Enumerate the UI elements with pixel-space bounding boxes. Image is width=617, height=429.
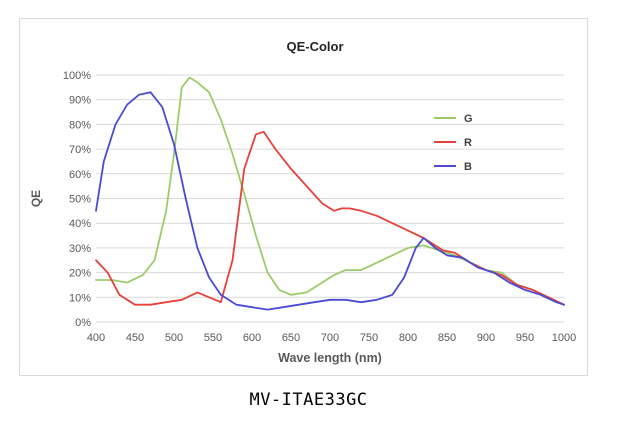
x-tick-label: 400: [87, 332, 105, 344]
legend-label-r: R: [464, 137, 472, 149]
x-tick-label: 800: [399, 332, 417, 344]
y-tick-label: 50%: [69, 194, 91, 206]
legend-label-g: G: [464, 113, 473, 125]
chart-title: QE-Color: [286, 39, 343, 54]
series-line-r: [95, 130, 565, 306]
series-line-g: [95, 76, 565, 306]
model-caption: MV-ITAE33GC: [249, 390, 368, 410]
y-tick-label: 0%: [75, 317, 91, 329]
y-tick-label: 20%: [69, 268, 91, 280]
y-tick-label: 10%: [69, 292, 91, 304]
x-tick-label: 1000: [552, 332, 576, 344]
y-tick-label: 60%: [69, 169, 91, 181]
y-tick-label: 70%: [69, 144, 91, 156]
legend-label-b: B: [464, 161, 472, 173]
qe-chart: 0% 10% 20% 30% 40% 50% 60% 70% 80% 90% 100% 400 450 5…: [29, 39, 576, 365]
y-tick-label: 100%: [63, 70, 91, 82]
y-axis-label: QE: [29, 190, 43, 207]
x-tick-label: 900: [477, 332, 495, 344]
y-tick-label: 40%: [69, 218, 91, 230]
y-tick-label: 90%: [69, 95, 91, 107]
chart-frame: 0% 10% 20% 30% 40% 50% 60% 70% 80% 90% 100% 400 450 5…: [19, 18, 588, 376]
x-tick-label: 850: [438, 332, 456, 344]
y-tick-label: 80%: [69, 119, 91, 131]
x-tick-label: 950: [516, 332, 534, 344]
x-tick-label: 600: [243, 332, 261, 344]
series-line-b: [95, 91, 565, 311]
x-tick-label: 550: [204, 332, 222, 344]
x-tick-label: 450: [126, 332, 144, 344]
x-tick-label: 650: [282, 332, 300, 344]
y-tick-label: 30%: [69, 243, 91, 255]
x-tick-label: 700: [321, 332, 339, 344]
x-tick-label: 500: [165, 332, 183, 344]
x-axis-label: Wave length (nm): [278, 351, 382, 365]
x-tick-label: 750: [360, 332, 378, 344]
